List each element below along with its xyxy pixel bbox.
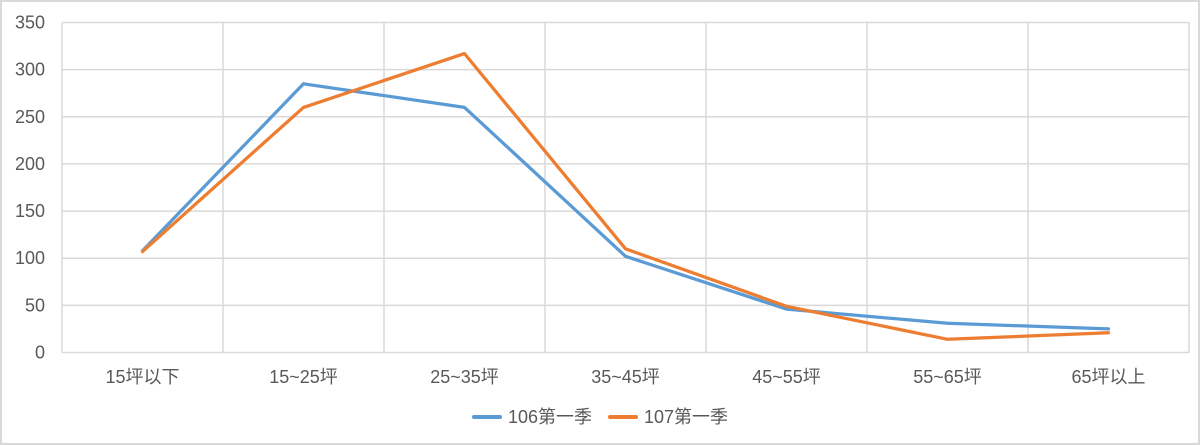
y-tick-label: 150 <box>15 201 45 221</box>
series-line-107第一季 <box>140 51 1111 341</box>
y-tick-label: 100 <box>15 248 45 268</box>
legend-marker-icon <box>471 415 502 419</box>
legend-label: 107第一季 <box>644 407 729 427</box>
y-tick-label: 300 <box>15 60 45 80</box>
y-tick-label: 250 <box>15 107 45 127</box>
series-line-106第一季 <box>140 82 1111 331</box>
chart-legend: 106第一季 107第一季 <box>2 403 1198 431</box>
legend-marker-icon <box>608 415 638 419</box>
y-tick-label: 200 <box>15 154 45 174</box>
x-category-label: 65坪以上 <box>1071 367 1145 387</box>
x-category-label: 55~65坪 <box>913 367 982 387</box>
x-category-label: 35~45坪 <box>591 367 660 387</box>
x-category-label: 15坪以下 <box>105 367 179 387</box>
y-tick-label: 50 <box>25 295 45 315</box>
y-tick-label: 0 <box>35 343 45 363</box>
y-tick-label: 350 <box>15 13 45 33</box>
x-category-label: 45~55坪 <box>752 367 821 387</box>
legend-item-1: 107第一季 <box>608 408 728 426</box>
legend-item-0: 106第一季 <box>471 407 592 427</box>
x-category-label: 15~25坪 <box>269 367 338 387</box>
legend-label: 106第一季 <box>507 407 592 427</box>
x-category-label: 25~35坪 <box>430 367 499 387</box>
